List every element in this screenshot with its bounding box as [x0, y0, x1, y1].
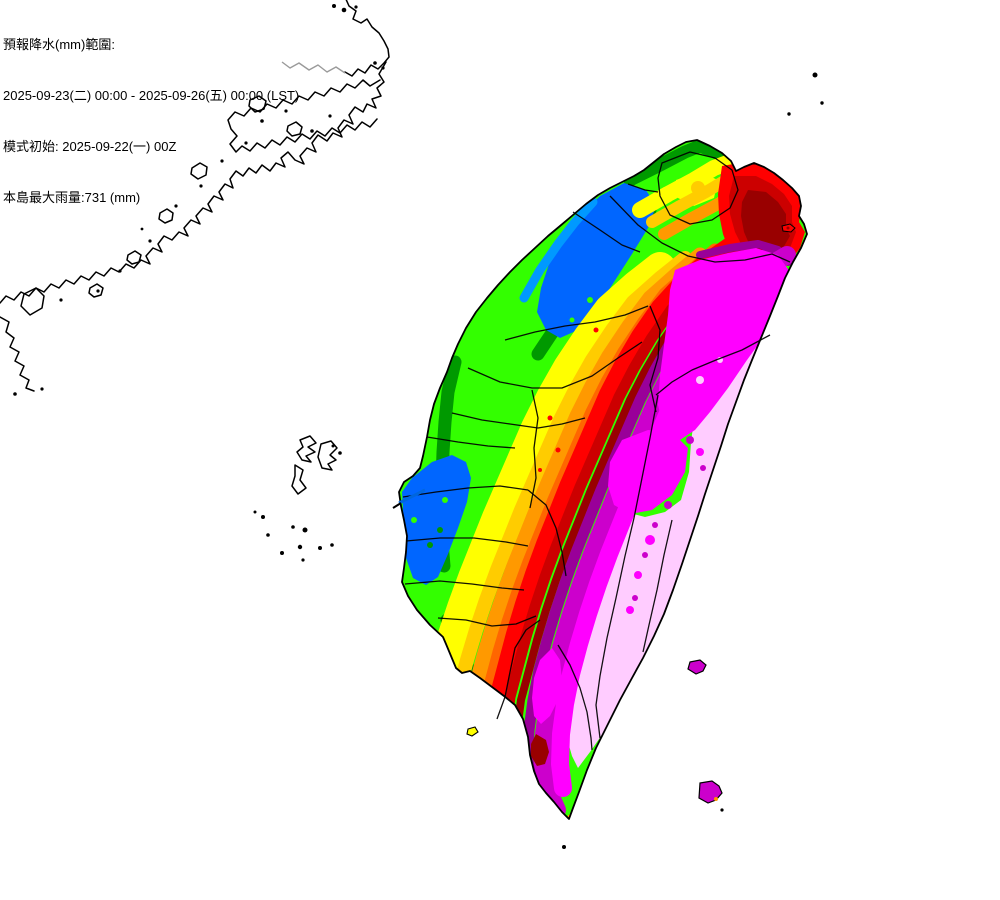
rain-band-orange [460, 247, 708, 742]
county-border-hsinchu-miaoli [504, 305, 649, 341]
max-rainfall-value: 本島最大雨量:731 (mm) [3, 190, 141, 205]
county-border-taoyuan-hsinchu [572, 211, 641, 253]
rain-darkred-peninsula-blob [531, 734, 549, 766]
keelung-islet [787, 112, 791, 116]
mainland-islet-blob-3 [158, 208, 174, 224]
river-mouth-blue-dash [398, 488, 426, 505]
forecast-period: 2025-09-23(二) 00:00 - 2025-09-26(五) 00:0… [3, 88, 300, 103]
taiwan-coastline [398, 139, 808, 820]
orchid-island-orange-spot [714, 797, 718, 801]
mainland-islet-blob-1 [248, 95, 267, 113]
rain-darkred-northeast [741, 190, 790, 256]
mainland-coast-inner-bays [227, 79, 381, 153]
penghu-island-2 [317, 440, 338, 471]
rain-red-specks [538, 327, 599, 472]
penghu-islands [253, 435, 342, 562]
islet-dot-south-1 [562, 845, 566, 849]
liuqiu-island [466, 726, 479, 737]
orchid-island [698, 780, 723, 804]
coastline-gray-segment [281, 61, 346, 74]
rain-brightmagenta-north-blob [658, 248, 790, 440]
xiamen-island-loop [20, 287, 45, 316]
county-border-pingtung-taitung [557, 644, 593, 751]
rain-lightblue-coastal [519, 197, 598, 303]
mainland-islet-dots [13, 4, 385, 396]
county-border-taipei-loop [657, 151, 739, 225]
county-border-yunlin-chiayi [405, 537, 529, 547]
rain-brightmagenta-south-blob [532, 648, 562, 724]
penghu-island-3 [291, 464, 307, 495]
mianhua-islet [820, 101, 824, 105]
county-border-yilan-north [609, 195, 791, 263]
county-border-taichung-south [451, 412, 586, 429]
mainland-coast-main [0, 61, 387, 304]
county-border-north-1 [627, 183, 659, 193]
county-border-miaoli-taichung [467, 341, 643, 389]
county-border-chiayi-tainan [404, 580, 525, 591]
green-island [687, 659, 707, 675]
mainland-coast-north-segment [344, 0, 390, 77]
county-border-coastal-range [642, 519, 673, 653]
forecast-title: 預報降水(mm)範圍: [3, 37, 115, 52]
county-border-nantou-east [527, 489, 567, 577]
county-border-yilan-hualien [655, 334, 771, 396]
county-border-east-rift-valley [595, 394, 659, 739]
mainland-islet-blob-5 [88, 283, 104, 298]
mainland-islet-blob-2 [190, 162, 208, 180]
mainland-coast-southwest [0, 316, 35, 392]
offshore-islands [392, 72, 824, 849]
guishan-island-core [786, 226, 790, 230]
county-borders [402, 151, 791, 751]
penghu-islet-dots [253, 444, 342, 562]
rain-darkred-southwest-tip [526, 790, 546, 818]
rain-blue-northwest [537, 183, 656, 338]
rain-blue-area-specks [411, 297, 593, 548]
river-mouth-black-dash [392, 502, 402, 509]
mainland-islet-blob-4 [126, 250, 142, 265]
county-border-changhua-yunlin [402, 485, 529, 498]
mainland-islet-blob-6 [286, 121, 303, 137]
forecast-info-block: 預報降水(mm)範圍: 2025-09-23(二) 00:00 - 2025-0… [3, 2, 299, 223]
county-border-changhua [426, 389, 539, 509]
county-border-mountain-vertical [649, 305, 661, 413]
model-init-time: 模式初始: 2025-09-22(一) 00Z [3, 139, 177, 154]
penghu-main-island [296, 435, 317, 463]
mainland-coastline [0, 0, 390, 396]
islet-dot-south-2 [720, 808, 724, 812]
county-border-tainan-kaohsiung [437, 615, 537, 627]
pengjia-islet [812, 72, 818, 78]
rain-band-gold [444, 251, 692, 745]
county-border-kaohsiung-pingtung [496, 619, 541, 720]
rain-blue-centralwest [402, 455, 471, 585]
